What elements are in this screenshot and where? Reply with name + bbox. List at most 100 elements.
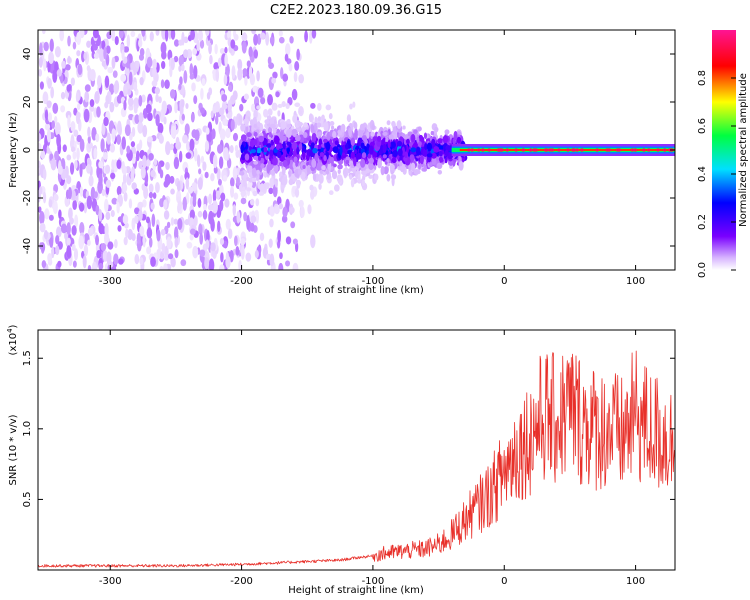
spectrogram-cell xyxy=(278,262,284,270)
y-tick-label: 1.0 xyxy=(22,421,33,437)
spectrogram-cell xyxy=(310,124,315,134)
spectrogram-cell xyxy=(150,202,155,210)
spectrogram-cell xyxy=(296,146,300,155)
spectrogram-cell xyxy=(291,150,297,157)
spectrogram-cell xyxy=(176,180,181,192)
spectrogram-cell xyxy=(281,215,288,223)
spectrogram-cell xyxy=(298,143,303,151)
spectrogram-cell xyxy=(50,158,57,171)
spectrogram-cell xyxy=(230,185,235,198)
spectrogram-cell xyxy=(271,77,277,84)
spectrogram-cell xyxy=(417,126,422,132)
spectrogram-cell xyxy=(350,178,355,188)
spectrogram-cell xyxy=(322,138,328,143)
spectrogram-cell xyxy=(54,122,61,136)
spectrogram-cell xyxy=(387,139,391,149)
spectrogram-cell xyxy=(337,131,343,136)
spectrogram-cell xyxy=(70,77,75,86)
spectrogram-cell xyxy=(321,114,325,121)
spectrogram-cell xyxy=(246,214,250,229)
spectrogram-cell xyxy=(70,121,76,132)
spectrogram-cell xyxy=(217,178,222,186)
spectrogram-cell xyxy=(267,94,273,106)
spectrogram-cell xyxy=(44,208,50,220)
spectrogram-cell xyxy=(399,160,403,167)
spectrogram-cell xyxy=(296,180,301,189)
spectrogram-cell xyxy=(269,253,275,267)
spectrogram-cell xyxy=(207,204,214,211)
spectrogram-cell xyxy=(146,56,153,68)
spectrogram-cell xyxy=(39,210,45,225)
spectrogram-cell xyxy=(292,114,298,124)
spectrogram-cell xyxy=(325,170,330,175)
x-tick-label: 0 xyxy=(501,276,507,287)
spectrogram-cell xyxy=(269,123,276,129)
spectrogram-cell xyxy=(249,156,253,163)
spectrogram-cell xyxy=(60,105,66,113)
spectrogram-cell xyxy=(140,166,146,179)
spectrogram-cell xyxy=(291,129,298,134)
spectrogram-cell xyxy=(193,65,198,79)
spectrogram-cell xyxy=(248,165,253,173)
spectrogram-cell xyxy=(456,136,462,144)
spectrogram-cell xyxy=(137,121,144,134)
spectrogram-cell xyxy=(458,161,464,171)
spectrogram-cell xyxy=(111,30,116,42)
spectrogram-cell xyxy=(218,156,224,169)
spectrogram-cell xyxy=(205,239,210,250)
spectrogram-cell xyxy=(219,264,225,270)
spectrogram-cell xyxy=(161,60,166,70)
spectrogram-cell xyxy=(444,129,450,135)
spectrogram-cell xyxy=(87,142,93,149)
spectrogram-cell xyxy=(155,93,159,103)
spectrogram-cell xyxy=(66,237,71,246)
spectrogram-cell xyxy=(323,121,329,132)
spectrogram-cell xyxy=(170,125,177,139)
spectrogram-cell xyxy=(190,112,195,123)
spectrogram-cell xyxy=(165,161,170,171)
spectrogram-cell xyxy=(298,110,303,115)
colorbar-label: Normalized spectral amplitude xyxy=(738,73,749,227)
spectrogram-cell xyxy=(40,150,46,160)
spectrogram-cell xyxy=(160,41,167,55)
spectrogram-cell xyxy=(323,155,327,162)
spectrogram-cell xyxy=(307,204,312,215)
spectrogram-cell xyxy=(155,30,160,36)
spectrogram-cell xyxy=(361,135,368,141)
spectrogram-cell xyxy=(147,112,153,122)
spectrogram-cell xyxy=(337,169,341,175)
spectrogram-cell xyxy=(348,127,352,138)
spectrogram-cell xyxy=(273,164,279,173)
spectrogram-cell xyxy=(157,122,164,134)
spectrogram-cell xyxy=(149,31,154,42)
spectrogram-cell xyxy=(75,111,81,125)
colorbar-tick-label: 0.8 xyxy=(697,70,708,86)
spectrogram-cell xyxy=(152,66,157,78)
spectrogram-cell xyxy=(219,238,225,245)
spectrogram-cell xyxy=(212,200,218,214)
spectrogram-cell xyxy=(56,133,61,148)
y-tick-label: 1.5 xyxy=(22,350,33,366)
x-tick-label: 0 xyxy=(501,576,507,587)
spectrogram-cell xyxy=(163,199,168,210)
spectrogram-cell xyxy=(302,151,306,160)
spectrogram-cell xyxy=(284,53,289,62)
x-tick-label: -300 xyxy=(99,576,122,587)
spectrogram-cell xyxy=(142,155,147,169)
spectrogram-cell xyxy=(318,174,324,184)
spectrogram-cell xyxy=(39,186,43,195)
spectrogram-cell xyxy=(43,58,47,72)
spectrogram-cell xyxy=(196,154,201,167)
spectrogram-cell xyxy=(235,245,240,256)
spectrogram-cell xyxy=(54,150,59,161)
spectrogram-cell xyxy=(382,131,388,136)
spectrogram-cell xyxy=(148,153,154,161)
spectrogram-cell xyxy=(110,172,116,180)
spectrogram-cell xyxy=(52,102,59,114)
spectrogram-cell xyxy=(145,216,151,224)
spectrogram-cell xyxy=(422,148,428,157)
spectrogram-cell xyxy=(255,198,260,207)
spectrogram-peak-dot xyxy=(505,148,509,152)
spectrogram-cell xyxy=(92,30,99,39)
spectrogram-cell xyxy=(86,40,91,48)
